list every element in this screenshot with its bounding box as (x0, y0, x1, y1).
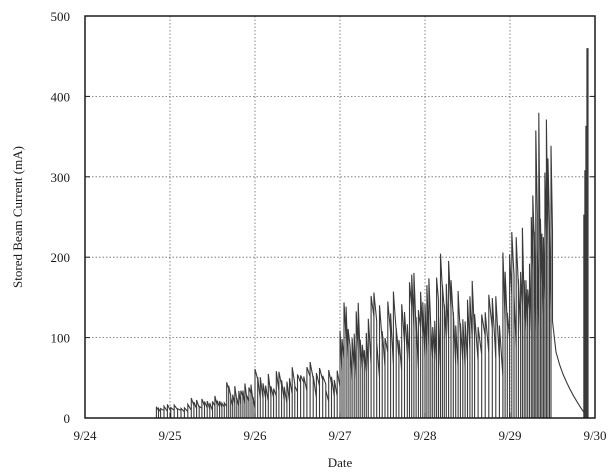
series-line (85, 112, 589, 419)
x-tick-labels: 9/24 9/25 9/26 9/27 9/28 9/29 9/30 (73, 428, 606, 443)
y-tick-label: 200 (51, 250, 71, 265)
x-tick-label: 9/25 (158, 428, 181, 443)
x-tick-label: 9/24 (73, 428, 97, 443)
y-tick-label: 0 (64, 411, 71, 426)
y-tick-label: 400 (51, 89, 71, 104)
x-tick-label: 9/28 (413, 428, 436, 443)
y-tick-labels: 0 100 200 300 400 500 (51, 9, 71, 426)
x-axis-label: Date (328, 455, 353, 470)
x-tick-label: 9/29 (498, 428, 521, 443)
x-tick-label: 9/27 (328, 428, 352, 443)
y-tick-label: 500 (51, 9, 71, 24)
x-tick-label: 9/30 (583, 428, 606, 443)
tick-marks (84, 15, 596, 419)
y-axis-label: Stored Beam Current (mA) (10, 146, 25, 288)
y-tick-label: 300 (51, 170, 71, 185)
series-group (85, 48, 589, 419)
x-tick-label: 9/26 (243, 428, 267, 443)
y-tick-label: 100 (51, 331, 71, 346)
